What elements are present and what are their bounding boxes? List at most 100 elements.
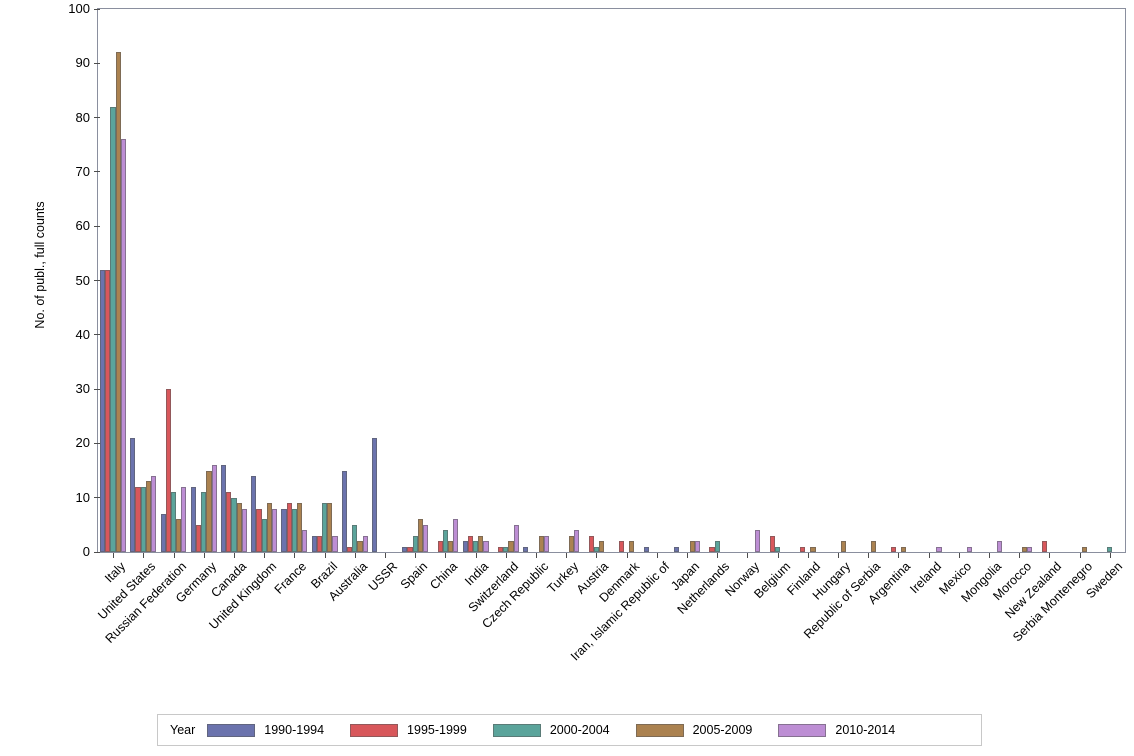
legend-label: 2000-2004 (549, 723, 610, 737)
y-tick-label: 30 (75, 381, 90, 397)
bar-group (371, 9, 398, 552)
bar (1107, 546, 1113, 552)
bar (447, 541, 454, 552)
bar (769, 535, 775, 552)
legend-swatch (350, 723, 399, 737)
legend-swatch (492, 723, 541, 737)
bar (256, 508, 262, 552)
bar (870, 541, 877, 552)
bar (503, 546, 509, 552)
legend-item[interactable]: 1995-1999 (350, 723, 467, 737)
x-tick-label: Spain (397, 559, 431, 592)
x-tick-mark (596, 553, 598, 558)
y-tick-mark (94, 388, 100, 390)
bar (266, 503, 272, 552)
bar-group (190, 9, 217, 552)
bar (1021, 546, 1028, 552)
legend-label: 1995-1999 (407, 723, 467, 737)
bar (170, 492, 177, 552)
bar-group (493, 9, 519, 552)
bar (251, 475, 257, 552)
legend-swatch (778, 723, 827, 737)
bar-group (765, 9, 791, 552)
bar (694, 541, 700, 552)
x-tick-label: France (272, 559, 310, 597)
x-tick-mark (535, 553, 537, 558)
legend-item[interactable]: 2010-2014 (778, 723, 895, 737)
y-tick-mark (94, 551, 100, 553)
bar-group (704, 9, 730, 552)
bar-group (462, 9, 489, 552)
bar (442, 530, 448, 552)
bar (709, 546, 715, 552)
x-tick-label: China (427, 559, 461, 593)
bar (332, 535, 338, 552)
bar (513, 524, 519, 552)
x-tick-mark (898, 553, 900, 558)
bar-group (946, 9, 972, 552)
bar (321, 503, 328, 552)
bar-group (885, 9, 911, 552)
x-tick-mark (173, 553, 175, 558)
bar (160, 514, 166, 552)
bar-group (583, 9, 609, 552)
bar-group (100, 9, 127, 552)
bar-group (734, 9, 761, 552)
x-tick-mark (324, 553, 326, 558)
y-tick-mark (94, 62, 100, 64)
x-tick-mark (354, 553, 356, 558)
y-axis-title: No. of publ., full counts (33, 201, 47, 329)
legend-item[interactable]: 2000-2004 (492, 723, 610, 737)
bar (966, 546, 972, 552)
bar-group (916, 9, 942, 552)
bar (689, 541, 695, 552)
bar-group (432, 9, 459, 552)
bar (1082, 546, 1088, 552)
bar (206, 470, 212, 552)
bar (261, 519, 267, 552)
bar (211, 465, 217, 552)
bar (346, 546, 353, 552)
bar (467, 535, 473, 552)
x-tick-mark (928, 553, 930, 558)
bar (201, 492, 207, 552)
y-tick-mark (94, 280, 100, 281)
bar (110, 106, 116, 552)
legend-item[interactable]: 1990-1994 (207, 723, 324, 737)
x-tick-mark (1049, 553, 1051, 558)
bar (291, 508, 297, 552)
bar (462, 541, 468, 552)
x-tick-mark (445, 553, 447, 558)
bar (478, 535, 484, 552)
bar (352, 524, 358, 552)
legend-item[interactable]: 2005-2009 (635, 723, 752, 737)
bar (593, 546, 599, 552)
x-tick-mark (626, 553, 628, 558)
bar (286, 503, 292, 552)
bar-group (402, 9, 429, 552)
x-tick-mark (717, 553, 719, 558)
legend-label: 1990-1994 (264, 723, 325, 737)
bar (483, 541, 489, 552)
bar (810, 546, 816, 552)
bar (176, 519, 182, 552)
bar (341, 470, 347, 552)
bar-group (1036, 9, 1062, 552)
bar (1041, 541, 1047, 552)
bar (412, 535, 418, 552)
bar (840, 541, 846, 552)
bar-group (1097, 9, 1123, 552)
legend-swatch (635, 723, 684, 737)
bar (629, 541, 635, 552)
bar (327, 503, 333, 552)
bar (135, 486, 141, 552)
y-tick-label: 50 (75, 272, 90, 288)
bar (402, 546, 408, 552)
bar (674, 546, 680, 552)
x-tick-mark (233, 553, 235, 558)
bar (588, 535, 594, 552)
x-tick-mark (384, 553, 386, 558)
y-tick-mark (94, 117, 100, 119)
x-axis-labels: Italy United States Russian Federation Germ… (96, 559, 1126, 700)
